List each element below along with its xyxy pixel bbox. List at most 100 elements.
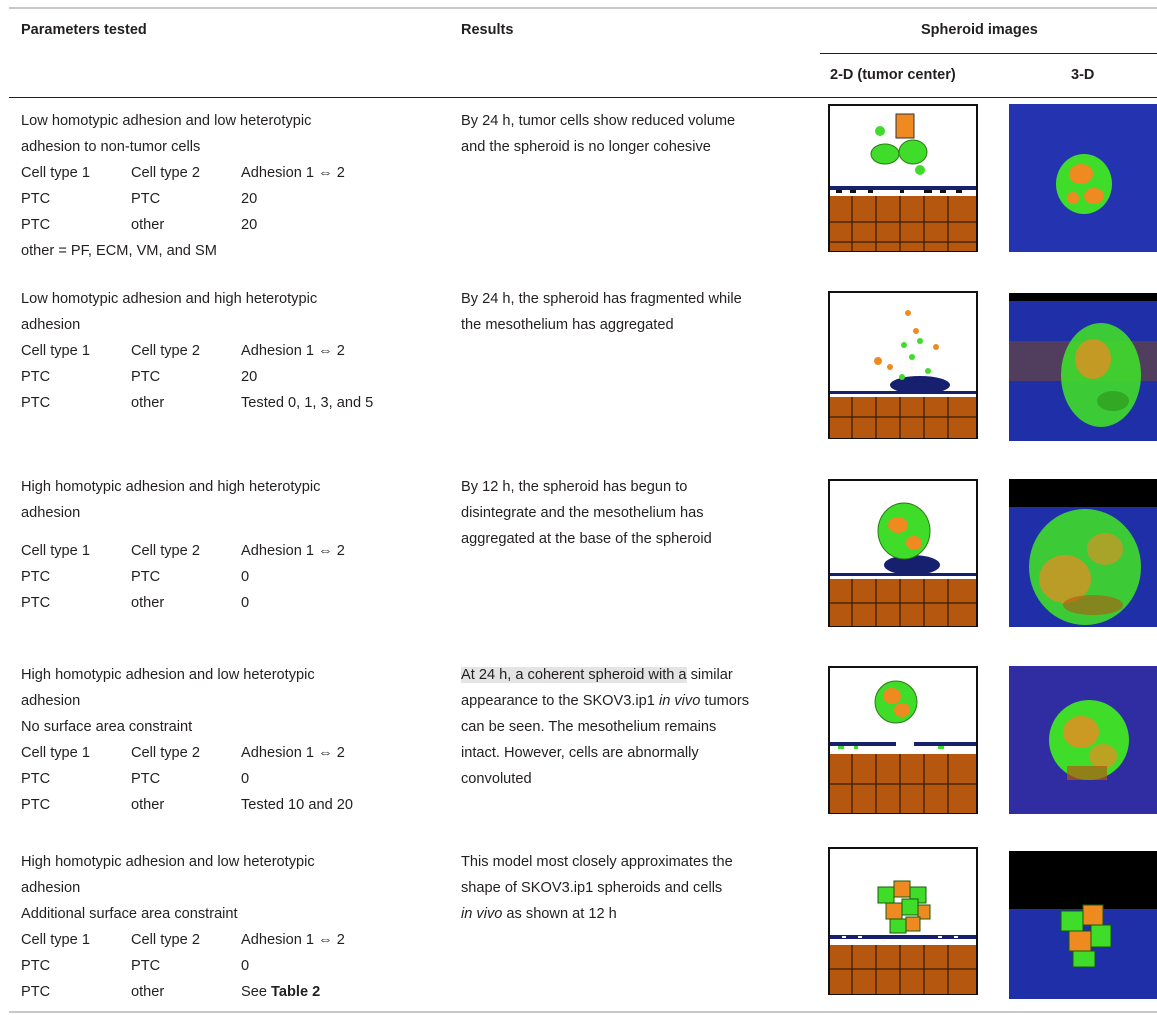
table-cell: PTC <box>21 797 51 813</box>
header-2d: 2-D (tumor center) <box>830 67 956 83</box>
table-cell: PTC <box>21 595 51 611</box>
row3-desc-line2: adhesion <box>21 505 81 521</box>
row5-result-line1: This model most closely approximates the <box>461 854 733 870</box>
row2-adhesion-table: Cell type 1 Cell type 2 Adhesion 1 ⇔ 2 PTC… <box>21 338 441 416</box>
row5-result: This model most closely approximates the… <box>461 849 806 927</box>
row5-spheroid-2d-image <box>828 847 978 995</box>
table-cell: 0 <box>241 958 250 974</box>
table-cell: Cell type 2 <box>131 543 200 559</box>
table-cell: Cell type 2 <box>131 165 200 181</box>
table-cell: 20 <box>241 191 258 207</box>
table-cell: Adhesion 1 ⇔ 2 <box>241 165 345 181</box>
table-2-link[interactable]: Table 2 <box>271 984 321 1000</box>
row1-parameters: Low homotypic adhesion and low heterotyp… <box>21 108 441 264</box>
table-cell: PTC <box>21 569 51 585</box>
header-results: Results <box>461 22 514 38</box>
row5-spheroid-3d-image <box>1009 851 1157 999</box>
table-cell: 0 <box>241 595 250 611</box>
row2-parameters: Low homotypic adhesion and high heteroty… <box>21 286 441 416</box>
table-cell: Cell type 1 <box>21 343 90 359</box>
row1-spheroid-3d-image <box>1009 104 1157 252</box>
table-cell: PTC <box>131 958 161 974</box>
table-cell: PTC <box>131 569 161 585</box>
row1-desc-line1: Low homotypic adhesion and low heterotyp… <box>21 113 312 129</box>
row5-parameters: High homotypic adhesion and low heteroty… <box>21 849 441 1005</box>
row3-result: By 12 h, the spheroid has begun to disin… <box>461 474 806 552</box>
table-cell: Cell type 1 <box>21 932 90 948</box>
row4-result-line5: convoluted <box>461 771 532 787</box>
row4-desc-line1: High homotypic adhesion and low heteroty… <box>21 667 315 683</box>
row2-desc-line1: Low homotypic adhesion and high heteroty… <box>21 291 318 307</box>
table-cell: Tested 0, 1, 3, and 5 <box>241 395 374 411</box>
row5-desc-line3: Additional surface area constraint <box>21 906 238 922</box>
table-cell: other <box>131 595 165 611</box>
table-cell: PTC <box>21 771 51 787</box>
table-cell: 20 <box>241 217 258 233</box>
row2-spheroid-3d-image <box>1009 293 1157 441</box>
table-cell: 0 <box>241 771 250 787</box>
table-cell: PTC <box>21 217 51 233</box>
table-cell: Cell type 2 <box>131 932 200 948</box>
table-ref-prefix: See <box>241 984 267 1000</box>
table-cell: PTC <box>21 984 51 1000</box>
row2-result: By 24 h, the spheroid has fragmented whi… <box>461 286 806 338</box>
table-cell: PTC <box>21 958 51 974</box>
spanner-rule <box>820 53 1157 54</box>
row1-adhesion-table: Cell type 1 Cell type 2 Adhesion 1 ⇔ 2 PTC… <box>21 160 441 238</box>
table-cell: Cell type 1 <box>21 543 90 559</box>
row4-result-line4: intact. However, cells are abnormally <box>461 745 699 761</box>
table-cell: Cell type 1 <box>21 745 90 761</box>
row4-desc-line3: No surface area constraint <box>21 719 193 735</box>
table-cell: other <box>131 217 165 233</box>
row5-adhesion-table: Cell type 1 Cell type 2 Adhesion 1 ⇔ 2 PTC… <box>21 927 441 1005</box>
row3-spheroid-2d-image <box>828 479 978 627</box>
header-spheroid-images: Spheroid images <box>921 22 1038 38</box>
row3-parameters: High homotypic adhesion and high heterot… <box>21 474 441 616</box>
row4-adhesion-table: Cell type 1 Cell type 2 Adhesion 1 ⇔ 2 PTC… <box>21 740 441 818</box>
table-cell: See Table 2 <box>241 979 441 1005</box>
row2-result-line2: the mesothelium has aggregated <box>461 317 674 333</box>
header-3d: 3-D <box>1071 67 1095 83</box>
row1-result-line1: By 24 h, tumor cells show reduced volume <box>461 113 736 129</box>
row4-result: At 24 h, a coherent spheroid with a simi… <box>461 662 806 792</box>
highlighted-text: At 24 h, a coherent spheroid with a <box>461 667 687 683</box>
row2-result-line1: By 24 h, the spheroid has fragmented whi… <box>461 291 742 307</box>
table-cell: 0 <box>241 569 250 585</box>
row4-parameters: High homotypic adhesion and low heteroty… <box>21 662 441 818</box>
row3-result-line3: aggregated at the base of the spheroid <box>461 531 712 547</box>
row5-result-line3: in vivo as shown at 12 h <box>461 906 617 922</box>
row4-desc-line2: adhesion <box>21 693 81 709</box>
table-cell: PTC <box>21 191 51 207</box>
table-cell: Adhesion 1 ⇔ 2 <box>241 343 345 359</box>
row4-result-line1: At 24 h, a coherent spheroid with a simi… <box>461 662 806 688</box>
row4-result-line3: can be seen. The mesothelium remains <box>461 719 717 735</box>
table-cell: PTC <box>21 369 51 385</box>
row4-result-line2: appearance to the SKOV3.ip1 in vivo tumo… <box>461 693 749 709</box>
table-cell: Cell type 2 <box>131 343 200 359</box>
table-top-rule <box>9 7 1157 9</box>
row5-desc-line1: High homotypic adhesion and low heteroty… <box>21 854 315 870</box>
row5-desc-line2: adhesion <box>21 880 81 896</box>
header-parameters-tested: Parameters tested <box>21 22 147 38</box>
table-cell: PTC <box>131 191 161 207</box>
row5-result-line2: shape of SKOV3.ip1 spheroids and cells <box>461 880 723 896</box>
row3-adhesion-table: Cell type 1 Cell type 2 Adhesion 1 ⇔ 2 PTC… <box>21 538 441 616</box>
table-header-rule <box>9 97 1157 98</box>
table-cell: Cell type 1 <box>21 165 90 181</box>
table-cell: Tested 10 and 20 <box>241 797 353 813</box>
row2-spheroid-2d-image <box>828 291 978 439</box>
row4-spheroid-3d-image <box>1009 666 1157 814</box>
row1-result-line2: and the spheroid is no longer cohesive <box>461 139 711 155</box>
row1-note: other = PF, ECM, VM, and SM <box>21 243 217 259</box>
table-cell: Cell type 2 <box>131 745 200 761</box>
table-cell: other <box>131 395 165 411</box>
row1-spheroid-2d-image <box>828 104 978 252</box>
table-cell: Adhesion 1 ⇔ 2 <box>241 932 345 948</box>
table-bottom-rule <box>9 1011 1157 1013</box>
row3-desc-line1: High homotypic adhesion and high heterot… <box>21 479 321 495</box>
table-cell: other <box>131 797 165 813</box>
table-cell: PTC <box>21 395 51 411</box>
table-cell: PTC <box>131 369 161 385</box>
row3-result-line2: disintegrate and the mesothelium has <box>461 505 704 521</box>
table-cell: Adhesion 1 ⇔ 2 <box>241 543 345 559</box>
